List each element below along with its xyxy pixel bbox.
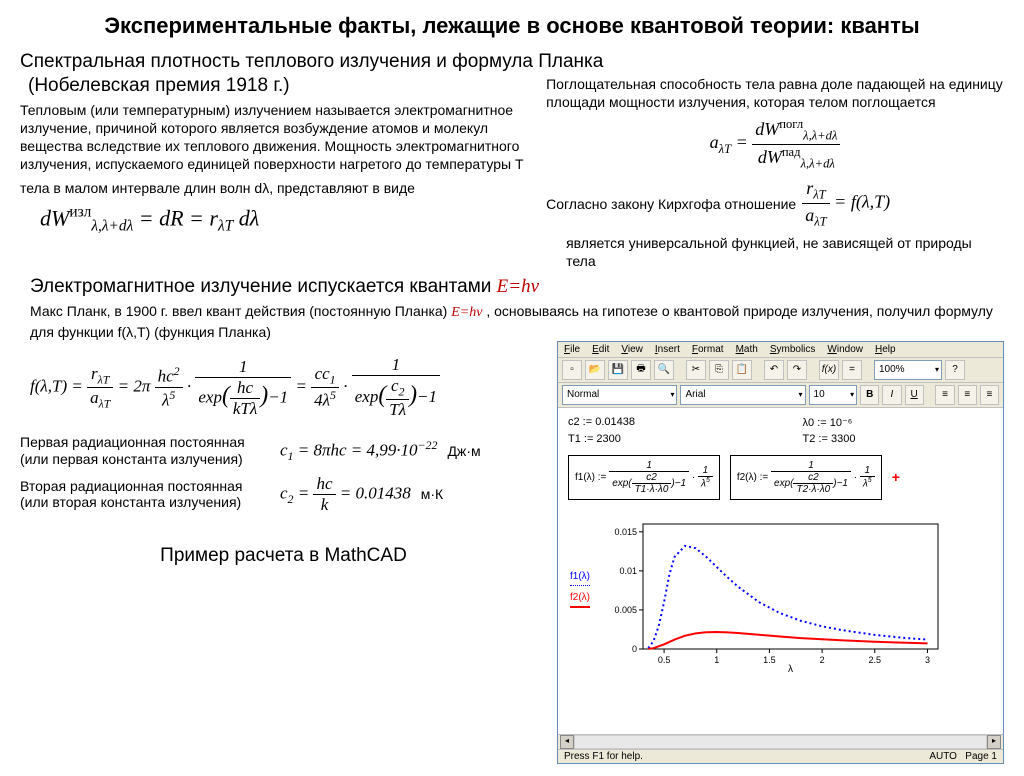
equals-icon[interactable]: = xyxy=(842,360,862,380)
const-c1-row: Первая радиационная постоянная (или перв… xyxy=(20,434,547,468)
copy-icon[interactable]: ⎘ xyxy=(709,360,729,380)
svg-text:2.5: 2.5 xyxy=(869,655,882,665)
svg-text:0.5: 0.5 xyxy=(658,655,671,665)
menu-help[interactable]: Help xyxy=(875,344,896,355)
var-l0: λ0 := 10⁻⁶ xyxy=(803,416,993,429)
nobel-note: (Нобелевская премия 1918 г.) xyxy=(28,75,526,97)
cut-icon[interactable]: ✂ xyxy=(686,360,706,380)
const-c2-unit: м·К xyxy=(421,486,443,502)
status-help: Press F1 for help. xyxy=(564,751,643,762)
quanta-statement: Электромагнитное излучение испускается к… xyxy=(30,276,1004,298)
mathcad-canvas[interactable]: c2 := 0.01438 λ0 := 10⁻⁶ T1 := 2300 T2 :… xyxy=(558,408,1003,734)
svg-text:1: 1 xyxy=(714,655,719,665)
mathcad-caption: Пример расчета в MathCAD xyxy=(20,545,547,567)
legend-f1: f1(λ) xyxy=(570,569,590,586)
mathcad-toolbar-main: ▫ 📂 💾 🖶 🔍 ✂ ⎘ 📋 ↶ ↷ f(x) = 100% ? xyxy=(558,358,1003,383)
undo-icon[interactable]: ↶ xyxy=(764,360,784,380)
kirchhoff-note: Согласно закону Кирхгофа отношение rλTaλ… xyxy=(546,177,1004,230)
svg-text:0.005: 0.005 xyxy=(614,605,637,615)
const-c1-formula: c1 = 8πhc = 4,99·10−22 xyxy=(280,438,437,464)
print-icon[interactable]: 🖶 xyxy=(631,360,651,380)
fx-icon[interactable]: f(x) xyxy=(819,360,839,380)
const-c1-label: Первая радиационная постоянная (или перв… xyxy=(20,434,270,468)
mathcad-vars: c2 := 0.01438 λ0 := 10⁻⁶ T1 := 2300 T2 :… xyxy=(568,416,993,445)
const-c1-unit: Дж·м xyxy=(447,443,480,459)
scroll-left-icon[interactable]: ◂ xyxy=(560,735,574,749)
paste-icon[interactable]: 📋 xyxy=(732,360,752,380)
formula-planck-full: f(λ,T) = rλTaλT = 2π hc2λ5 · 1exp(hckTλ)… xyxy=(30,355,547,420)
redo-icon[interactable]: ↷ xyxy=(787,360,807,380)
menu-format[interactable]: Format xyxy=(692,344,724,355)
svg-text:0.01: 0.01 xyxy=(619,566,637,576)
save-icon[interactable]: 💾 xyxy=(608,360,628,380)
align-left-icon[interactable]: ≡ xyxy=(935,385,954,405)
size-select[interactable]: 10 xyxy=(809,385,858,405)
menu-file[interactable]: File xyxy=(564,344,580,355)
svg-text:0: 0 xyxy=(632,644,637,654)
align-center-icon[interactable]: ≡ xyxy=(958,385,977,405)
page-title: Экспериментальные факты, лежащие в основ… xyxy=(20,12,1004,41)
const-c2-label: Вторая радиационная постоянная (или втор… xyxy=(20,478,270,512)
scroll-right-icon[interactable]: ▸ xyxy=(987,735,1001,749)
mathcad-f2: f2(λ) := 1exp(c2T2·λ·λ0)−1 · 1λ5 xyxy=(730,455,882,500)
menu-symbolics[interactable]: Symbolics xyxy=(770,344,816,355)
svg-text:2: 2 xyxy=(820,655,825,665)
open-icon[interactable]: 📂 xyxy=(585,360,605,380)
const-c2-formula: c2 = hck = 0.01438 xyxy=(280,474,411,515)
underline-icon[interactable]: U xyxy=(905,385,924,405)
chart-svg: 0.5 1 1.5 2 2.5 3 0 0.005 0.01 0.015 λ xyxy=(608,514,948,674)
formula-ratio: rλTaλT = f(λ,T) xyxy=(802,177,890,230)
help-icon[interactable]: ? xyxy=(945,360,965,380)
thermal-definition: Тепловым (или температурным) излучением … xyxy=(20,101,526,174)
style-select[interactable]: Normal xyxy=(562,385,677,405)
preview-icon[interactable]: 🔍 xyxy=(654,360,674,380)
formula-dw: dWизлλ,λ+dλ = dR = rλT dλ xyxy=(40,204,526,236)
menu-window[interactable]: Window xyxy=(827,344,863,355)
absorption-definition: Поглощательная способность тела равна до… xyxy=(546,75,1004,111)
planck-history: Макс Планк, в 1900 г. ввел квант действи… xyxy=(30,302,1004,340)
svg-text:3: 3 xyxy=(925,655,930,665)
status-page: Page 1 xyxy=(965,751,997,762)
mathcad-f1: f1(λ) := 1exp(c2T1·λ·λ0)−1 · 1λ5 xyxy=(568,455,720,500)
chart-legend: f1(λ) f2(λ) xyxy=(570,569,590,608)
italic-icon[interactable]: I xyxy=(882,385,901,405)
section-subtitle: Спектральная плотность теплового излучен… xyxy=(20,51,1004,73)
menu-insert[interactable]: Insert xyxy=(655,344,680,355)
mathcad-scrollbar[interactable]: ◂ ▸ xyxy=(558,734,1003,749)
font-select[interactable]: Arial xyxy=(680,385,805,405)
menu-view[interactable]: View xyxy=(621,344,643,355)
new-icon[interactable]: ▫ xyxy=(562,360,582,380)
menu-edit[interactable]: Edit xyxy=(592,344,609,355)
zoom-select[interactable]: 100% xyxy=(874,360,942,380)
universal-note: является универсальной функцией, не зави… xyxy=(566,234,1004,270)
svg-text:0.015: 0.015 xyxy=(614,527,637,537)
const-c2-row: Вторая радиационная постоянная (или втор… xyxy=(20,474,547,515)
svg-text:λ: λ xyxy=(788,664,793,674)
var-t1: T1 := 2300 xyxy=(568,433,773,445)
bold-icon[interactable]: B xyxy=(860,385,879,405)
var-t2: T2 := 3300 xyxy=(803,433,993,445)
legend-f2: f2(λ) xyxy=(570,590,590,608)
status-auto: AUTO xyxy=(929,751,957,762)
interval-note: тела в малом интервале длин волн dλ, пре… xyxy=(20,179,526,197)
mathcad-toolbar-format: Normal Arial 10 B I U ≡ ≡ ≡ xyxy=(558,383,1003,408)
mathcad-statusbar: Press F1 for help. AUTO Page 1 xyxy=(558,749,1003,763)
menu-math[interactable]: Math xyxy=(736,344,758,355)
intro-columns: (Нобелевская премия 1918 г.) Тепловым (и… xyxy=(20,75,1004,271)
svg-text:1.5: 1.5 xyxy=(763,655,776,665)
align-right-icon[interactable]: ≡ xyxy=(980,385,999,405)
mathcad-menubar[interactable]: File Edit View Insert Format Math Symbol… xyxy=(558,342,1003,358)
mathcad-window: File Edit View Insert Format Math Symbol… xyxy=(557,341,1004,764)
var-c2: c2 := 0.01438 xyxy=(568,416,773,429)
formula-alt: aλT = dWпоглλ,λ+dλ dWпадλ,λ+dλ xyxy=(546,117,1004,171)
planck-chart: f1(λ) f2(λ) 0.511.522.5300.0050.010.015λ xyxy=(608,514,948,674)
ehv-inline: E=hν xyxy=(497,276,539,297)
cursor-plus-icon: + xyxy=(892,469,900,485)
